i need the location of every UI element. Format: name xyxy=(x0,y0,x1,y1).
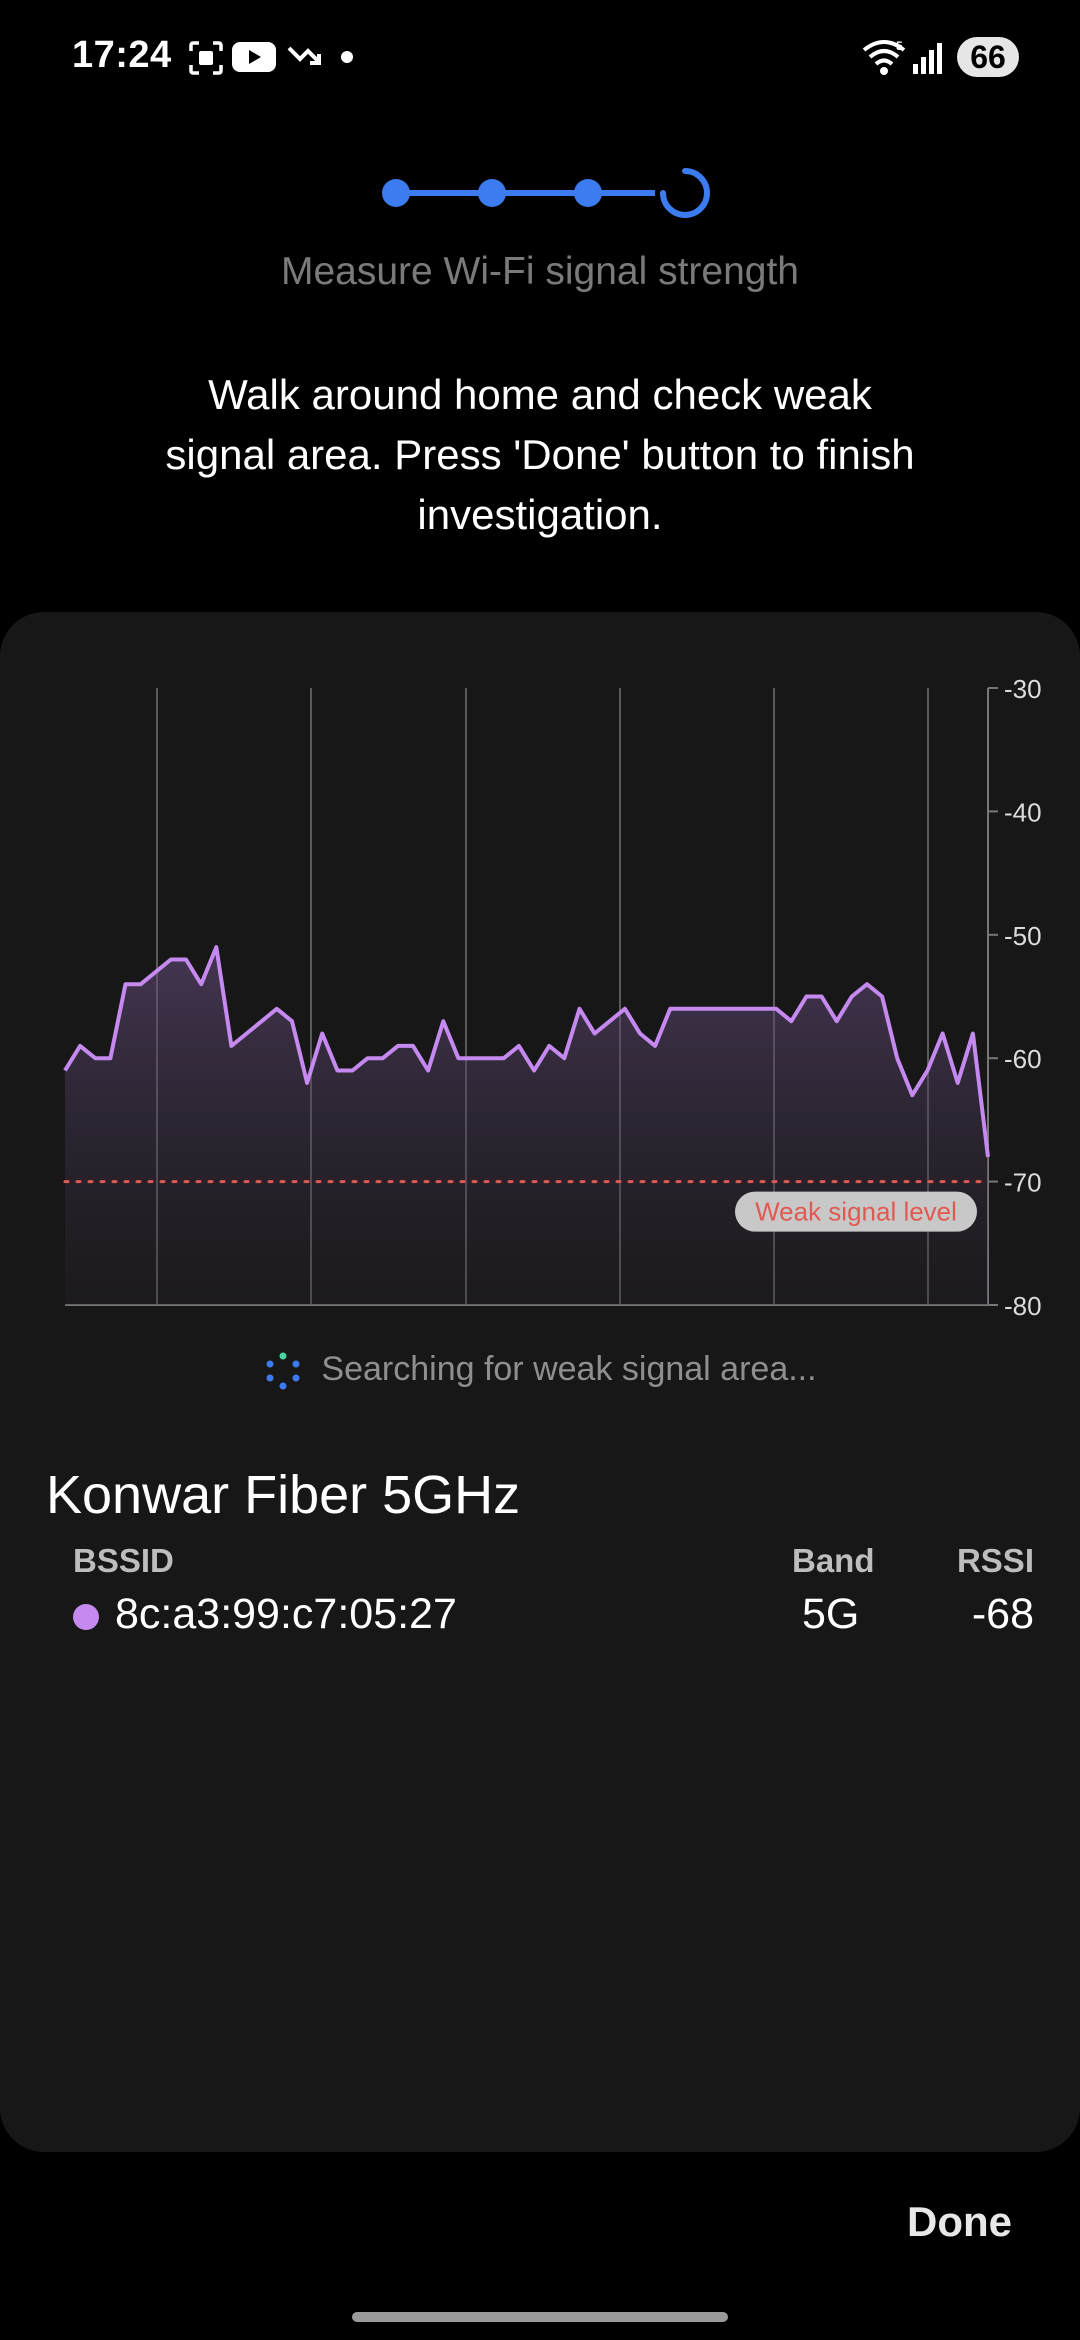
signal-card: Weak signal level -30 -40 -50 -60 -70 -80 Sea… xyxy=(0,612,1080,2152)
step-3-dot xyxy=(574,179,602,207)
status-time: 17:24 xyxy=(72,34,172,76)
cellular-signal-icon xyxy=(913,43,942,74)
instruction-text: Walk around home and check weak signal a… xyxy=(100,365,980,545)
step-4-progress-ring xyxy=(660,168,710,218)
y-tick-label: -50 xyxy=(1004,921,1042,951)
step-title: Measure Wi-Fi signal strength xyxy=(280,250,799,293)
y-tick-label: -30 xyxy=(1004,674,1042,704)
band-value: 5G xyxy=(802,1590,860,1638)
signal-line xyxy=(63,945,990,1158)
progress-stepper xyxy=(382,168,710,218)
bssid-value: 8c:a3:99:c7:05:27 xyxy=(115,1590,457,1638)
rssi-header: RSSI xyxy=(956,1542,1034,1579)
step-1-dot xyxy=(382,179,410,207)
weak-signal-label: Weak signal level xyxy=(755,1197,957,1227)
series-color-dot xyxy=(73,1604,99,1630)
instruction-line-1: Walk around home and check weak xyxy=(208,371,872,418)
y-tick-label: -40 xyxy=(1004,797,1042,827)
band-header: Band xyxy=(792,1542,875,1579)
signal-strength-chart: Weak signal level -30 -40 -50 -60 -70 -80 xyxy=(63,674,1042,1321)
home-indicator[interactable] xyxy=(352,2312,728,2322)
y-tick-label: -80 xyxy=(1004,1291,1042,1321)
rssi-value: -68 xyxy=(971,1590,1034,1638)
done-button[interactable]: Done xyxy=(907,2198,1012,2245)
youtube-icon xyxy=(232,42,276,72)
y-tick-label: -60 xyxy=(1004,1044,1042,1074)
bssid-header: BSSID xyxy=(73,1542,174,1579)
instruction-line-3: investigation. xyxy=(417,491,663,538)
svg-text:5: 5 xyxy=(896,39,903,53)
battery-indicator: 66 xyxy=(957,37,1019,77)
scan-status: Searching for weak signal area... xyxy=(0,1350,1080,1391)
missed-call-icon xyxy=(287,46,321,65)
y-tick-label: -70 xyxy=(1004,1168,1042,1198)
instruction-line-2: signal area. Press 'Done' button to fini… xyxy=(165,431,915,478)
weak-signal-label-pill xyxy=(735,1191,977,1232)
screenshot-icon xyxy=(189,41,223,75)
scan-status-text: Searching for weak signal area... xyxy=(321,1350,817,1388)
step-2-dot xyxy=(478,179,506,207)
notification-dot-icon xyxy=(341,51,353,63)
status-bar: 17:24 5 66 xyxy=(0,0,1080,120)
loading-spinner-icon xyxy=(266,1352,300,1390)
wifi-icon: 5 xyxy=(862,39,906,75)
network-ssid: Konwar Fiber 5GHz xyxy=(46,1465,521,1525)
